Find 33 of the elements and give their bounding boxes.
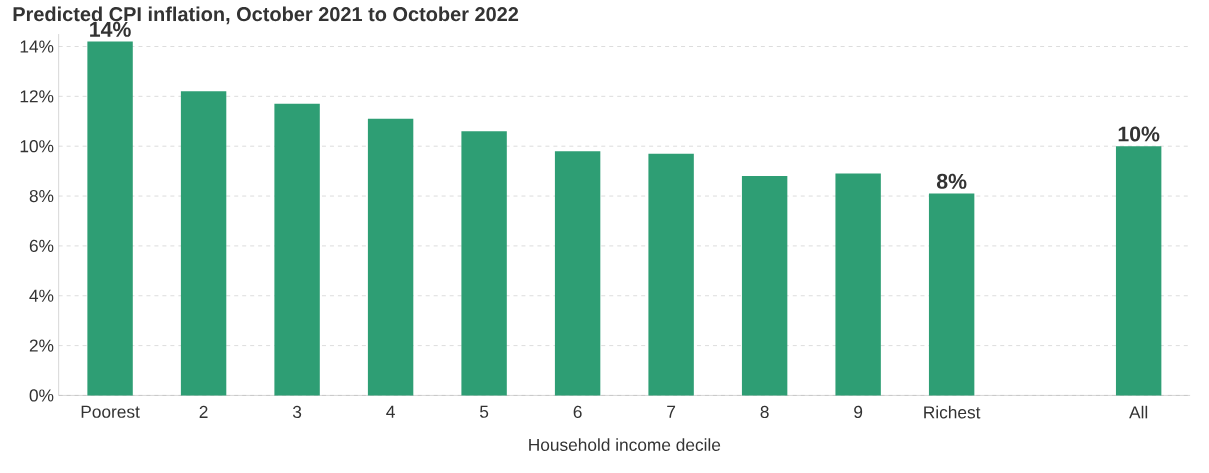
x-axis-title: Household income decile	[529, 438, 721, 451]
y-tick-label: 12%	[20, 90, 54, 103]
y-tick-label: 14%	[20, 40, 54, 53]
bar	[87, 41, 133, 396]
x-tick-label: 7	[667, 405, 676, 418]
y-tick-label: 8%	[29, 189, 54, 203]
x-tick-label: 4	[386, 405, 395, 418]
x-tick-label: 6	[573, 405, 582, 419]
x-tick-label: 3	[292, 405, 302, 419]
bar	[367, 118, 414, 396]
x-tick-label: 8	[760, 405, 769, 419]
y-tick-label: 6%	[29, 239, 54, 253]
data-label: 10%	[1118, 126, 1160, 142]
data-label: 8%	[936, 173, 967, 189]
bar	[461, 131, 507, 396]
bar	[835, 173, 881, 396]
y-tick-label: 4%	[29, 289, 54, 302]
y-tick-label: 2%	[29, 339, 54, 352]
x-tick-label: 5	[479, 405, 489, 418]
bar	[741, 176, 788, 396]
x-tick-label: 2	[199, 405, 208, 418]
bar	[928, 193, 975, 396]
x-tick-label: Poorest	[81, 405, 140, 418]
y-tick-label: 0%	[29, 389, 54, 402]
bar	[648, 153, 694, 396]
bar	[180, 91, 227, 396]
bar	[274, 103, 320, 396]
x-tick-label: Richest	[924, 405, 981, 419]
x-tick-label: 9	[854, 405, 863, 419]
bar	[1115, 146, 1162, 396]
x-tick-label: All	[1129, 405, 1148, 419]
bar	[554, 151, 601, 396]
y-tick-label: 10%	[20, 140, 54, 153]
